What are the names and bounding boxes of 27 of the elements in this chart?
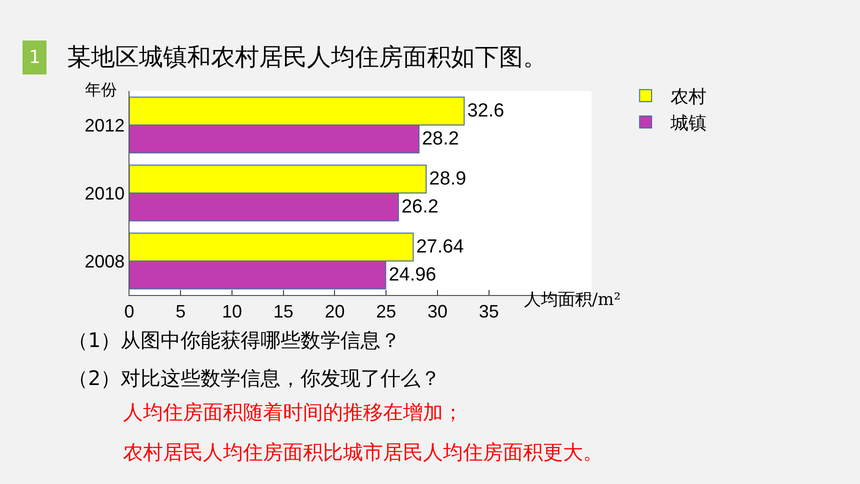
text: 人均住房面积随着时间的推移在增加； [123, 400, 463, 424]
data-label: 28.2 [422, 128, 459, 150]
data-label: 26.2 [401, 196, 438, 218]
text: （1）从图中你能获得哪些数学信息？ [68, 328, 401, 352]
x-tick-label: 30 [427, 302, 448, 322]
x-tick-label: 35 [478, 302, 499, 322]
x-axis-title: 人均面积/m² [524, 290, 621, 310]
text: 1 [29, 47, 40, 68]
legend-label: 城镇 [670, 113, 707, 134]
y-axis-title: 年份 [85, 80, 117, 99]
y-tick-label: 2012 [84, 115, 125, 136]
data-label: 28.9 [429, 168, 466, 190]
text: （2）对比这些数学信息，你发现了什么？ [68, 366, 441, 390]
x-tick-label: 20 [324, 302, 345, 322]
y-tick-label: 2010 [84, 183, 125, 204]
data-label: 27.64 [416, 236, 464, 258]
x-tick-label: 25 [376, 302, 396, 322]
y-tick-label: 2008 [84, 251, 125, 272]
x-tick-label: 5 [176, 302, 186, 322]
x-tick-label: 0 [124, 302, 134, 322]
chart-title: 某地区城镇和农村居民人均住房面积如下图。 [67, 43, 547, 71]
text: 农村居民人均住房面积比城市居民人均住房面积更大。 [123, 440, 603, 464]
data-label: 32.6 [467, 100, 504, 122]
data-label: 24.96 [388, 264, 436, 286]
legend-label: 农村 [670, 86, 707, 108]
x-tick-label: 10 [222, 302, 242, 322]
x-tick-label: 15 [273, 302, 294, 322]
